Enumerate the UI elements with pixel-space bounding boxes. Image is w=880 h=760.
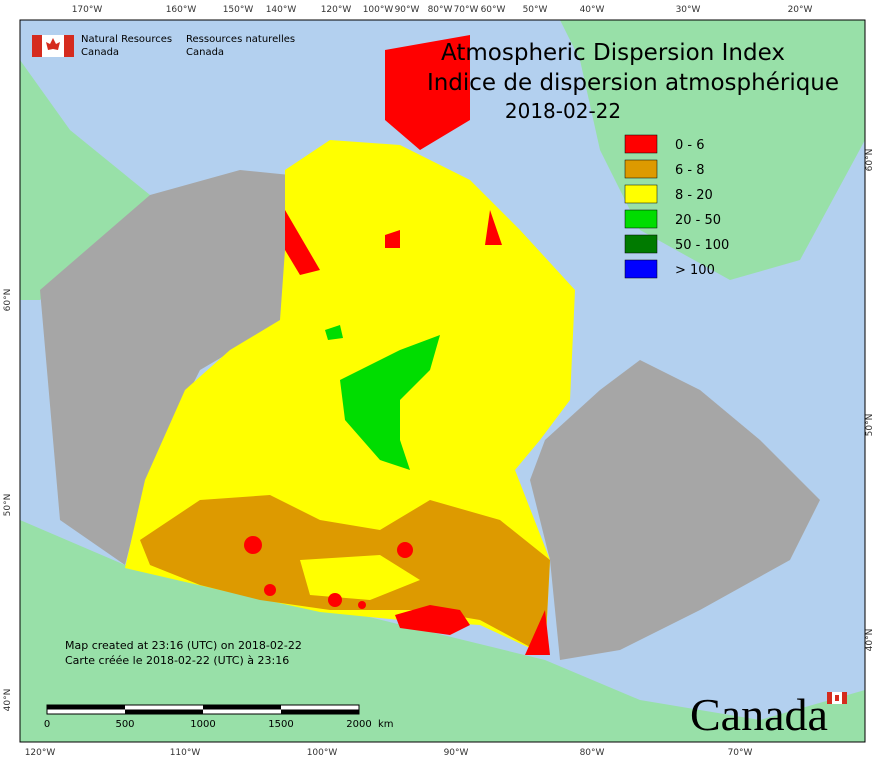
legend-label: 20 - 50 [675,213,721,228]
longitude-label: 120°W [321,5,352,15]
scale-label: 1000 [190,719,215,730]
scale-seg [203,705,281,710]
longitude-label: 120°W [25,748,56,758]
wordmark: Canada [690,689,828,740]
flag-bar [32,35,42,57]
usa [20,520,865,742]
latitude-label: 40°N [3,689,13,712]
flag-bar [842,692,847,704]
scale-label: 0 [44,719,50,730]
longitude-label: 150°W [223,5,254,15]
longitude-label: 90°W [444,748,469,758]
scale-label: 500 [115,719,134,730]
flag-bar [827,692,832,704]
latitude-label: 60°N [865,149,875,172]
legend-swatch [624,259,658,279]
flag-leaf [46,38,60,50]
scale-seg [47,705,125,710]
map-body [19,19,866,743]
title-en: Atmospheric Dispersion Index [441,40,785,66]
canada-west [40,170,290,565]
agency-en: Canada [81,47,119,58]
longitude-label: 90°W [395,5,420,15]
legend-swatch [624,134,658,154]
agency-fr: Ressources naturelles [186,34,295,45]
agency: Natural Resources Canada Ressources natu… [32,34,295,58]
longitude-label: 60°W [481,5,506,15]
latitude-label: 50°N [865,414,875,437]
wordmark-flag [827,692,847,704]
legend-swatch [624,209,658,229]
legend: 0 - 6 6 - 8 8 - 20 20 - 50 50 - 100 > 100 [624,134,729,279]
latitude-label: 60°N [3,289,13,312]
legend-label: 50 - 100 [675,238,729,253]
longitude-label: 160°W [166,5,197,15]
scale-seg [125,709,203,714]
title-fr: Indice de dispersion atmosphérique [427,70,839,96]
legend-swatch [624,159,658,179]
map-frame [19,19,866,743]
flag-bar [64,35,74,57]
longitude-label: 40°W [580,5,605,15]
agency-en: Natural Resources [81,34,172,45]
legend-label: 0 - 6 [675,138,705,153]
scale-label: 1500 [268,719,293,730]
alaska [20,60,150,300]
zone-0-6 [244,35,550,655]
longitude-label: 170°W [72,5,103,15]
longitude-label: 50°W [523,5,548,15]
date: 2018-02-22 [505,99,621,123]
legend-label: 6 - 8 [675,163,705,178]
scale-bar: 0 500 1000 1500 2000 km [44,704,394,730]
longitude-label: 110°W [170,748,201,758]
longitude-label: 140°W [266,5,297,15]
note: Carte créée le 2018-02-22 (UTC) à 23:16 [65,654,289,667]
longitude-label: 80°W [580,748,605,758]
longitude-label: 100°W [307,748,338,758]
scale-unit: km [378,719,394,730]
legend-swatch [624,234,658,254]
canada-east [530,360,820,660]
longitude-label: 70°W [454,5,479,15]
flag-leaf [835,695,839,701]
zone-6-8 [140,495,550,655]
longitude-label: 30°W [676,5,701,15]
scale-seg [281,709,359,714]
latitude-label: 50°N [3,494,13,517]
note: Map created at 23:16 (UTC) on 2018-02-22 [65,639,302,652]
longitude-label: 70°W [728,748,753,758]
longitude-label: 100°W [363,5,394,15]
latitude-label: 40°N [865,629,875,652]
legend-swatch [624,184,658,204]
legend-label: 8 - 20 [675,188,713,203]
scale-label: 2000 [346,719,371,730]
legend-label: > 100 [675,263,715,278]
longitude-label: 20°W [788,5,813,15]
graticule-labels: 170°W 160°W 150°W 140°W 120°W 100°W 90°W 80°W 70… [3,5,875,758]
agency-fr: Canada [186,47,224,58]
longitude-label: 80°W [428,5,453,15]
zone-20-50 [325,325,440,470]
